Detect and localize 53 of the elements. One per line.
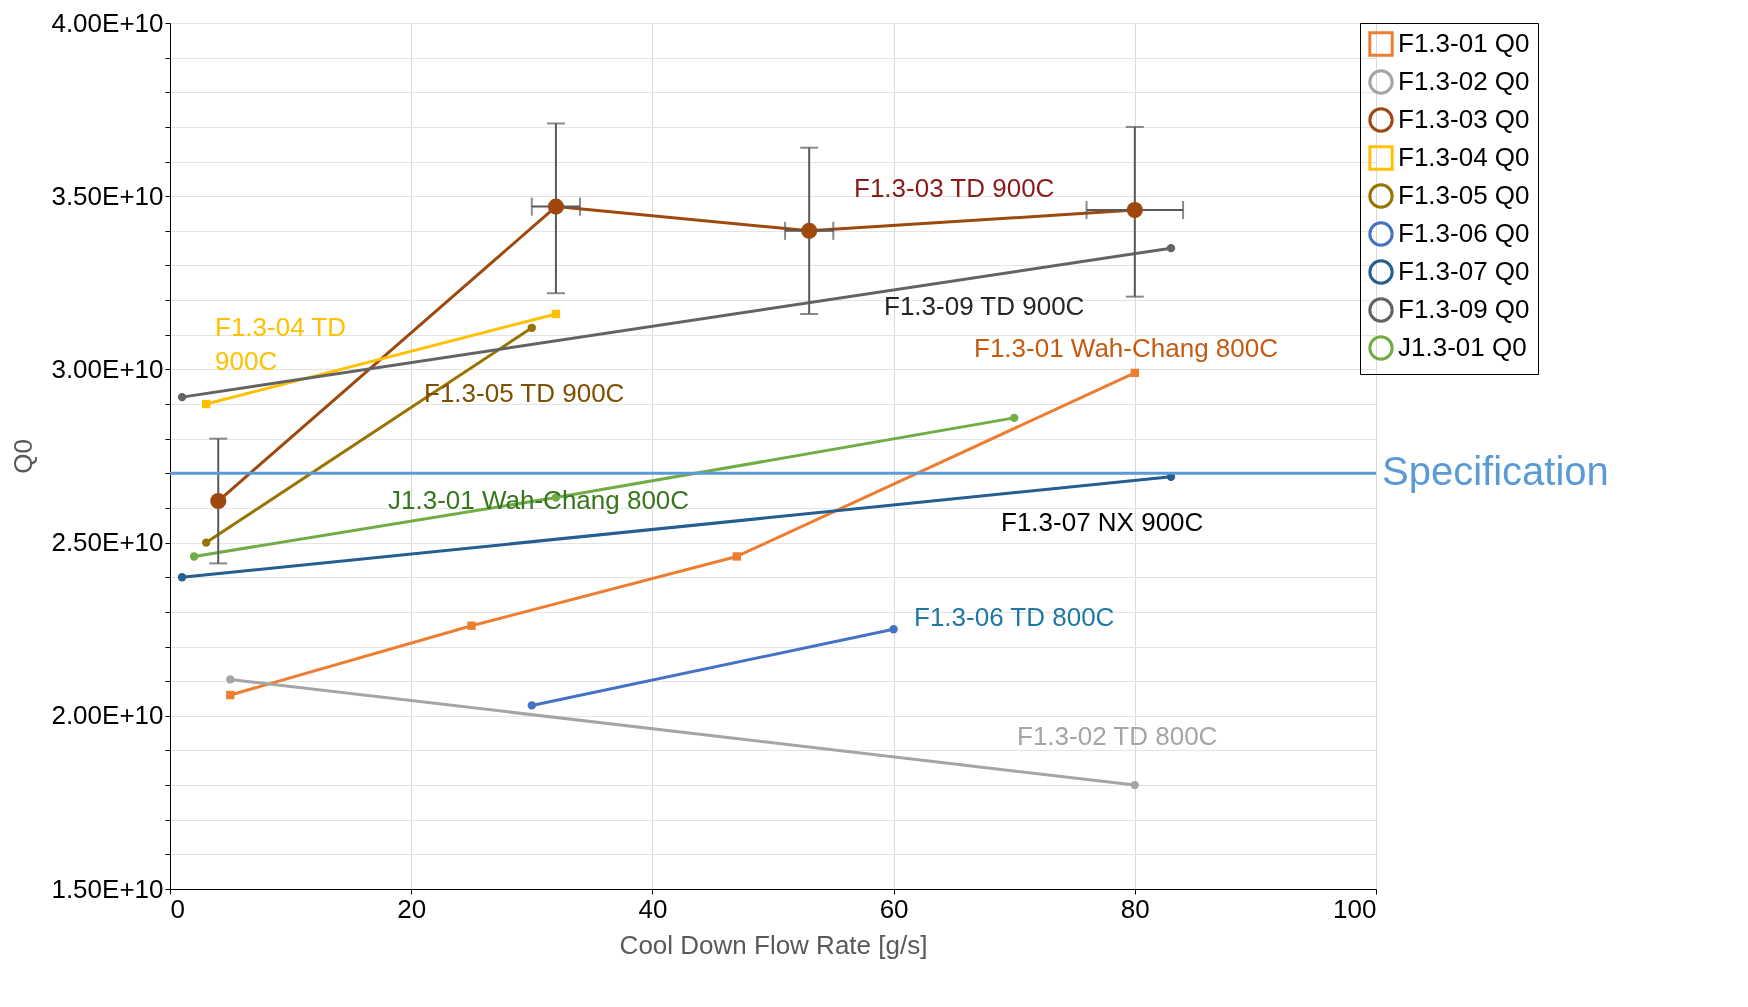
legend-label: F1.3-07 Q0 [1398, 256, 1530, 286]
point [210, 492, 227, 510]
legend-label: F1.3-04 Q0 [1398, 142, 1530, 172]
annotation: F1.3-04 TD 900C [215, 312, 347, 376]
x-tick-label: 100 [1333, 893, 1377, 924]
point [202, 399, 211, 409]
point [177, 392, 187, 402]
point [226, 690, 235, 700]
point [226, 675, 235, 684]
point [202, 538, 211, 547]
annotation: F1.3-06 TD 800C [914, 602, 1115, 632]
y-tick-label: 1.50E+10 [51, 873, 164, 904]
point [1130, 780, 1139, 790]
point [467, 621, 476, 630]
point [889, 625, 898, 634]
annotation: F1.3-02 TD 800C [1017, 721, 1218, 751]
point [1126, 202, 1143, 219]
point [547, 198, 564, 215]
point [1010, 413, 1019, 423]
point [551, 309, 561, 319]
legend-label: F1.3-09 Q0 [1398, 294, 1530, 324]
y-axis-title: Q0 [8, 439, 39, 474]
annotation: F1.3-05 TD 900C [424, 378, 625, 408]
legend-label: F1.3-02 Q0 [1398, 66, 1530, 96]
y-tick-label: 3.00E+10 [51, 353, 164, 384]
y-tick-label: 4.00E+10 [51, 7, 164, 38]
y-tick-label: 2.00E+10 [51, 700, 164, 731]
x-tick-label: 80 [1120, 893, 1150, 924]
annotation: F1.3-03 TD 900C [854, 173, 1055, 203]
point [1130, 368, 1139, 378]
x-tick-label: 60 [879, 893, 909, 924]
ref-line-label: Specification [1382, 449, 1609, 494]
x-tick-label: 0 [170, 893, 185, 924]
point [732, 552, 741, 561]
annotation: F1.3-09 TD 900C [884, 291, 1085, 321]
x-axis-title: Cool Down Flow Rate [g/s] [619, 929, 928, 960]
legend-label: F1.3-05 Q0 [1398, 180, 1530, 210]
legend-label: F1.3-06 Q0 [1398, 218, 1530, 248]
annotation: F1.3-01 Wah-Chang 800C [974, 333, 1278, 363]
legend-label: F1.3-01 Q0 [1398, 28, 1530, 58]
y-tick-label: 3.50E+10 [51, 180, 164, 211]
point [527, 701, 536, 710]
point [527, 323, 536, 333]
legend-label: J1.3-01 Q0 [1398, 332, 1527, 362]
y-tick-label: 2.50E+10 [51, 527, 164, 558]
x-tick-label: 20 [397, 893, 427, 924]
x-tick-label: 40 [638, 893, 668, 924]
point [801, 222, 818, 239]
legend-label: F1.3-03 Q0 [1398, 104, 1530, 134]
point [177, 573, 187, 582]
annotation: F1.3-07 NX 900C [1001, 507, 1204, 537]
point [1166, 243, 1176, 253]
point [189, 552, 199, 561]
